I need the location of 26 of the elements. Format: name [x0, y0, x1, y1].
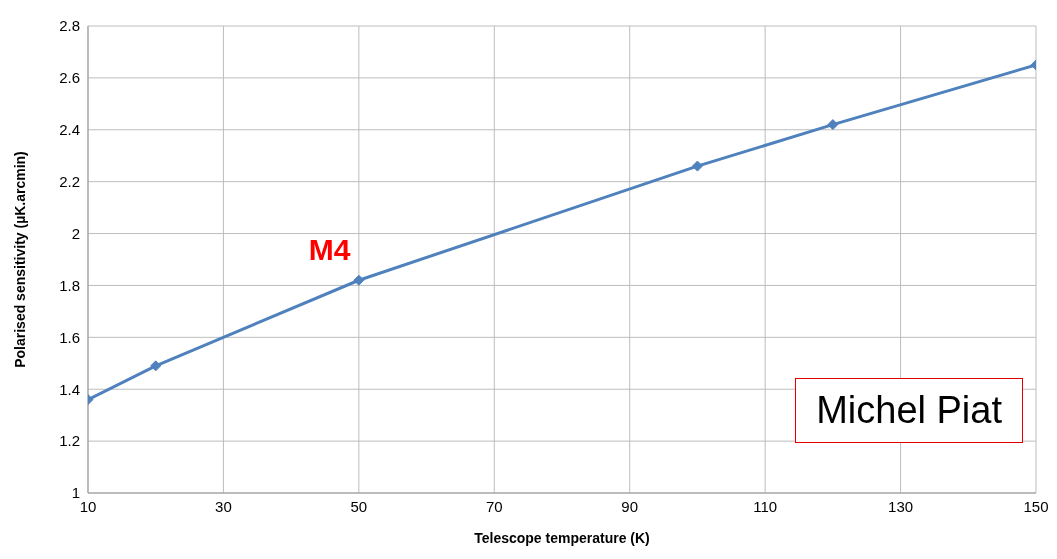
x-tick-label: 70	[485, 497, 503, 515]
x-tick-label: 30	[215, 497, 232, 515]
point	[827, 119, 839, 131]
y-tick-label: 1.6	[59, 328, 80, 346]
annotation: M4	[308, 233, 351, 267]
y-tick-label: 2.4	[59, 121, 80, 139]
y-tick-label: 2.2	[59, 172, 80, 190]
y-tick-label: 2.6	[59, 69, 80, 87]
y-tick-label: 1	[71, 484, 80, 502]
annotation: Michel Piat	[795, 378, 1023, 443]
x-tick-label: 130	[888, 497, 914, 515]
point	[691, 160, 703, 172]
point	[353, 274, 365, 286]
x-tick-label: 50	[350, 497, 368, 515]
x-axis-title: Telescope temperature (K)	[474, 530, 650, 546]
y-tick-label: 1.8	[59, 276, 80, 294]
y-tick-label: 2	[71, 224, 80, 242]
y-tick-label: 1.2	[59, 432, 80, 450]
y-tick-label: 1.4	[59, 380, 80, 398]
x-tick-label: 110	[753, 497, 778, 515]
x-tick-label: 90	[621, 497, 639, 515]
y-axis-title: Polarised sensitivity (µK.arcmin)	[11, 151, 28, 368]
point	[150, 360, 162, 372]
x-tick-label: 150	[1023, 497, 1049, 515]
x-tick-label: 10	[79, 497, 97, 515]
y-tick-label: 2.8	[59, 17, 80, 35]
